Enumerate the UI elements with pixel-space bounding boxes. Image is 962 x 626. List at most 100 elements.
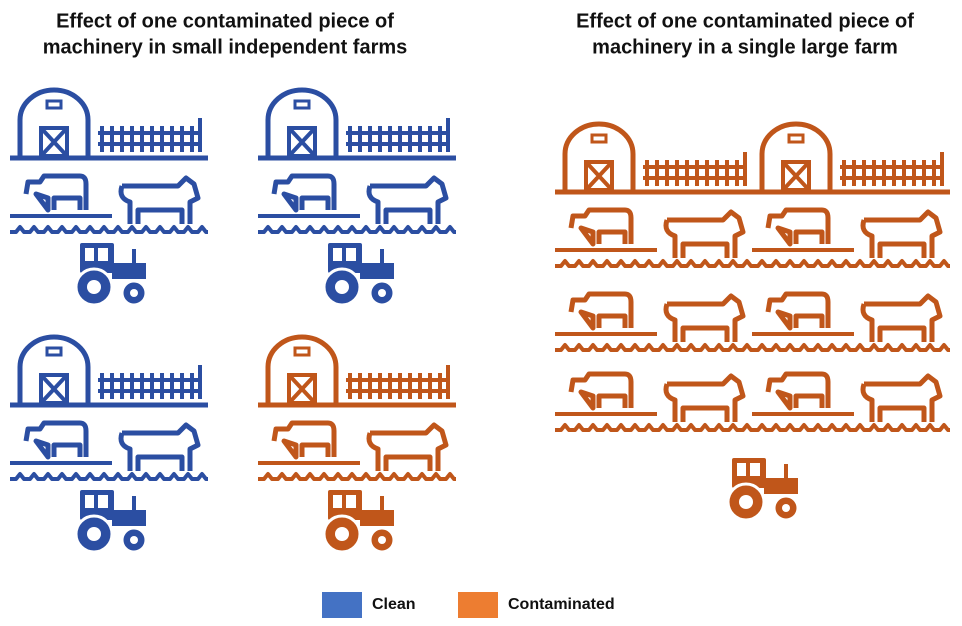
- barn-window: [47, 101, 61, 108]
- tractor-hub: [335, 527, 349, 541]
- grass: [752, 425, 950, 430]
- tractor-hub: [782, 504, 790, 512]
- cow: [863, 376, 940, 422]
- icons: [10, 90, 950, 552]
- tractor-hub: [378, 289, 386, 297]
- tractor-hub: [130, 536, 138, 544]
- cow: [121, 425, 198, 471]
- tractor: [324, 490, 394, 552]
- grass: [10, 474, 208, 479]
- tractor-window: [346, 495, 356, 508]
- tractor-hood: [764, 478, 798, 494]
- tractor-hood: [360, 510, 394, 526]
- cow: [768, 374, 828, 408]
- tractor-hub: [335, 280, 349, 294]
- cow: [369, 178, 446, 224]
- barn-window: [47, 348, 61, 355]
- cow-row: [258, 423, 456, 479]
- tractor-hood: [112, 510, 146, 526]
- cow: [274, 176, 334, 210]
- barn-door: [289, 375, 315, 403]
- barn-row: [555, 124, 753, 192]
- cow-row: [555, 294, 753, 350]
- tractor-exhaust: [380, 496, 384, 510]
- cow: [666, 212, 743, 258]
- cow-row: [752, 210, 950, 266]
- panel-title: machinery in small independent farms: [43, 36, 408, 58]
- tractor-window: [98, 248, 108, 261]
- barn-row: [258, 90, 456, 158]
- tractor-exhaust: [132, 496, 136, 510]
- grass: [555, 345, 753, 350]
- tractor-exhaust: [784, 464, 788, 478]
- tractor-window: [98, 495, 108, 508]
- barn-door: [41, 128, 67, 156]
- tractor-window: [750, 463, 760, 476]
- tractor-window: [346, 248, 356, 261]
- tractor-window: [333, 248, 342, 261]
- cow: [768, 294, 828, 328]
- tractor-window: [333, 495, 342, 508]
- tractor-hub: [378, 536, 386, 544]
- barn-window: [592, 135, 606, 142]
- cow-row: [555, 210, 753, 266]
- grass: [752, 261, 950, 266]
- grass: [10, 227, 208, 232]
- tractor-hood: [360, 263, 394, 279]
- cow-row: [752, 294, 950, 350]
- cow: [666, 296, 743, 342]
- cow-row: [258, 176, 456, 232]
- tractor: [728, 458, 798, 520]
- grass: [258, 227, 456, 232]
- tractor: [76, 490, 146, 552]
- barn-door: [783, 162, 809, 190]
- barn-row: [752, 124, 950, 192]
- legend-swatch: [322, 592, 362, 618]
- cow-row: [10, 176, 208, 232]
- barn-row: [10, 337, 208, 405]
- legend-swatch: [458, 592, 498, 618]
- tractor: [324, 243, 394, 305]
- barn-window: [789, 135, 803, 142]
- grass: [555, 261, 753, 266]
- cow: [571, 294, 631, 328]
- cow: [121, 178, 198, 224]
- barn-door: [586, 162, 612, 190]
- grass: [555, 425, 753, 430]
- cow-row: [555, 374, 753, 430]
- grass: [258, 474, 456, 479]
- cow-row: [752, 374, 950, 430]
- tractor-window: [737, 463, 746, 476]
- barn-window: [295, 348, 309, 355]
- cow: [571, 374, 631, 408]
- infographic: Effect of one contaminated piece of mach…: [0, 0, 962, 621]
- tractor-window: [85, 495, 94, 508]
- legend-label: Clean: [372, 596, 416, 613]
- barn-window: [295, 101, 309, 108]
- tractor-hood: [112, 263, 146, 279]
- cow: [863, 212, 940, 258]
- cow: [768, 210, 828, 244]
- tractor: [76, 243, 146, 305]
- cow-row: [10, 423, 208, 479]
- barn-row: [10, 90, 208, 158]
- cow: [26, 423, 86, 457]
- tractor-hub: [739, 495, 753, 509]
- barn-door: [289, 128, 315, 156]
- tractor-hub: [87, 527, 101, 541]
- tractor-hub: [87, 280, 101, 294]
- cow: [863, 296, 940, 342]
- legend-label: Contaminated: [508, 596, 615, 613]
- barn-row: [258, 337, 456, 405]
- grass: [752, 345, 950, 350]
- cow: [666, 376, 743, 422]
- cow: [26, 176, 86, 210]
- tractor-window: [85, 248, 94, 261]
- panel-title: Effect of one contaminated piece of: [576, 10, 914, 32]
- cow: [369, 425, 446, 471]
- tractor-exhaust: [380, 249, 384, 263]
- tractor-hub: [130, 289, 138, 297]
- cow: [274, 423, 334, 457]
- cow: [571, 210, 631, 244]
- panel-title: Effect of one contaminated piece of: [56, 10, 394, 32]
